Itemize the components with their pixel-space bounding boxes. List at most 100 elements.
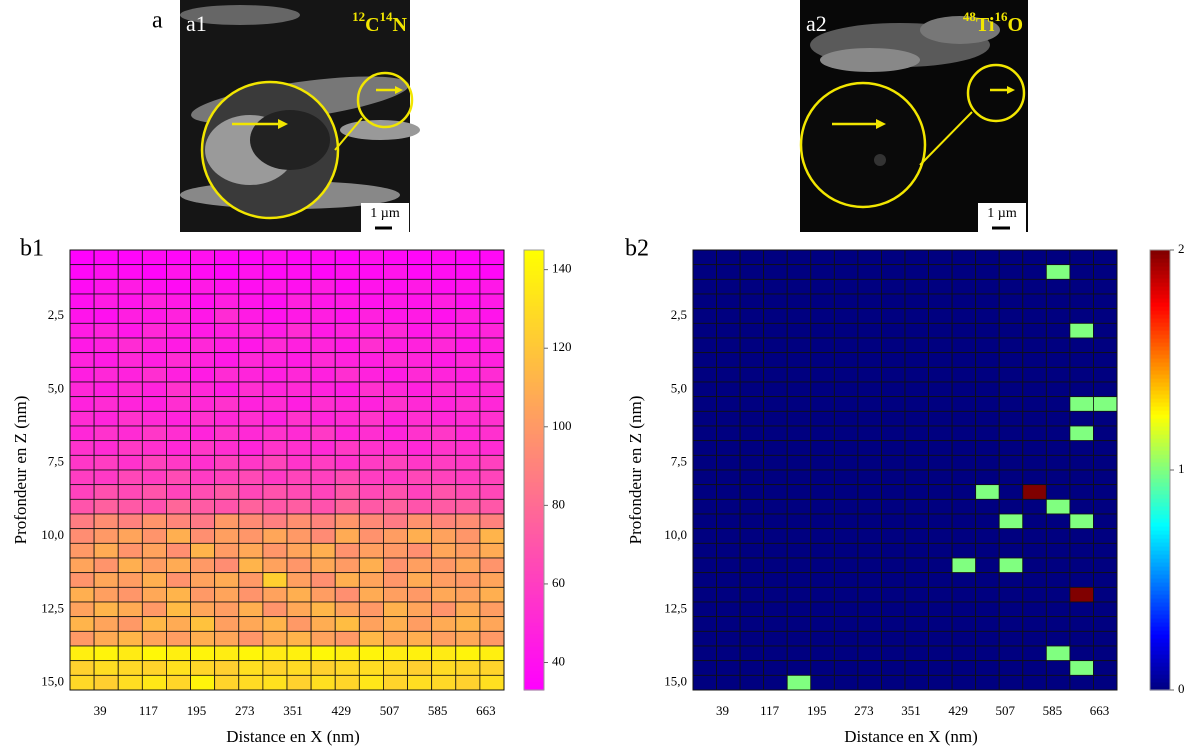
heatmap-cell: [833, 542, 859, 559]
colorbar-segment: [1150, 350, 1170, 355]
heatmap-cell: [479, 674, 505, 691]
colorbar-segment: [524, 590, 544, 595]
heatmap-cell: [479, 469, 505, 486]
heatmap-cell: [928, 308, 953, 324]
heatmap-cell: [716, 264, 741, 280]
colorbar-segment: [1150, 638, 1170, 643]
heatmap-cell: [358, 498, 384, 515]
heatmap-cell: [998, 308, 1024, 324]
heatmap-cell: [238, 674, 264, 691]
colorbar-segment: [1150, 450, 1170, 455]
colorbar-segment: [524, 586, 544, 591]
heatmap-cell: [238, 322, 264, 339]
heatmap-cell: [975, 352, 1000, 368]
heatmap-cell: [190, 674, 216, 691]
heatmap-cell: [310, 557, 336, 574]
heatmap-cell: [117, 586, 143, 603]
colorbar-segment: [524, 322, 544, 327]
heatmap-cell: [479, 454, 505, 471]
colorbar-tick-label: 0: [1178, 681, 1185, 696]
heatmap-cell: [214, 410, 240, 427]
heatmap-cell: [286, 410, 312, 427]
heatmap-cell: [881, 601, 906, 618]
heatmap-cell: [117, 278, 143, 295]
heatmap-cell: [692, 469, 717, 486]
heatmap-cell: [1045, 410, 1071, 427]
heatmap-cell: [928, 410, 953, 427]
colorbar-segment: [1150, 326, 1170, 331]
heatmap-cell: [334, 278, 360, 295]
heatmap-cell: [407, 308, 433, 324]
colorbar-segment: [524, 662, 544, 667]
colorbar-segment: [524, 574, 544, 579]
heatmap-cell: [117, 249, 143, 266]
heatmap-cell: [455, 528, 481, 544]
heatmap-cell: [716, 586, 741, 603]
colorbar-segment: [1150, 574, 1170, 579]
heatmap-cell: [117, 616, 143, 632]
heatmap-cell: [1045, 498, 1071, 515]
x-tick-label: 117: [760, 703, 780, 718]
heatmap-cell: [190, 528, 216, 544]
heatmap-cell: [833, 249, 859, 266]
heatmap-cell: [810, 498, 835, 515]
heatmap-cell: [857, 322, 882, 339]
colorbar-segment: [1150, 562, 1170, 567]
heatmap-cell: [69, 469, 95, 486]
heatmap-cell: [951, 293, 977, 310]
heatmap-cell: [904, 454, 929, 471]
heatmap-cell: [262, 425, 288, 442]
colorbar-segment: [524, 634, 544, 639]
heatmap-cell: [262, 308, 288, 324]
heatmap-cell: [1093, 381, 1118, 398]
heatmap-cell: [407, 542, 433, 559]
scale-label: 1 µm: [370, 206, 400, 221]
heatmap-cell: [857, 293, 882, 310]
heatmap-cell: [810, 410, 835, 427]
heatmap-cell: [141, 352, 167, 368]
heatmap-cell: [407, 528, 433, 544]
x-tick-label: 195: [187, 703, 207, 718]
heatmap-cell: [262, 484, 288, 500]
heatmap-cell: [286, 366, 312, 383]
heatmap-cell: [69, 645, 95, 662]
colorbar-segment: [524, 490, 544, 495]
heatmap-cell: [1093, 674, 1118, 691]
heatmap-cell: [1045, 425, 1071, 442]
colorbar-segment: [524, 494, 544, 499]
heatmap-cell: [431, 278, 457, 295]
heatmap-cell: [262, 293, 288, 310]
heatmap-cell: [1069, 645, 1094, 662]
heatmap-cell: [692, 498, 717, 515]
colorbar-tick-label: 80: [552, 496, 565, 511]
heatmap-cell: [238, 630, 264, 647]
colorbar-segment: [1150, 662, 1170, 667]
heatmap-cell: [833, 586, 859, 603]
colorbar-segment: [524, 442, 544, 447]
heatmap-cell: [786, 322, 812, 339]
heatmap-cell: [334, 601, 360, 618]
colorbar-segment: [524, 266, 544, 271]
heatmap-cell: [431, 410, 457, 427]
heatmap-cell: [998, 484, 1024, 500]
heatmap-cell: [692, 528, 717, 544]
heatmap-cell: [1045, 278, 1071, 295]
heatmap-cell: [1045, 557, 1071, 574]
heatmap-cell: [407, 440, 433, 456]
heatmap-cell: [286, 542, 312, 559]
colorbar-segment: [524, 546, 544, 551]
colorbar-segment: [1150, 414, 1170, 419]
heatmap-cell: [1093, 337, 1118, 354]
colorbar-segment: [524, 438, 544, 443]
heatmap-cell: [262, 410, 288, 427]
heatmap-cell: [928, 381, 953, 398]
heatmap-cell: [763, 630, 788, 647]
heatmap-cell: [998, 645, 1024, 662]
heatmap-cell: [763, 674, 788, 691]
heatmap-cell: [214, 586, 240, 603]
colorbar-segment: [1150, 454, 1170, 459]
colorbar-segment: [524, 454, 544, 459]
heatmap-cell: [928, 601, 953, 618]
heatmap-cell: [716, 645, 741, 662]
heatmap-cell: [833, 616, 859, 632]
